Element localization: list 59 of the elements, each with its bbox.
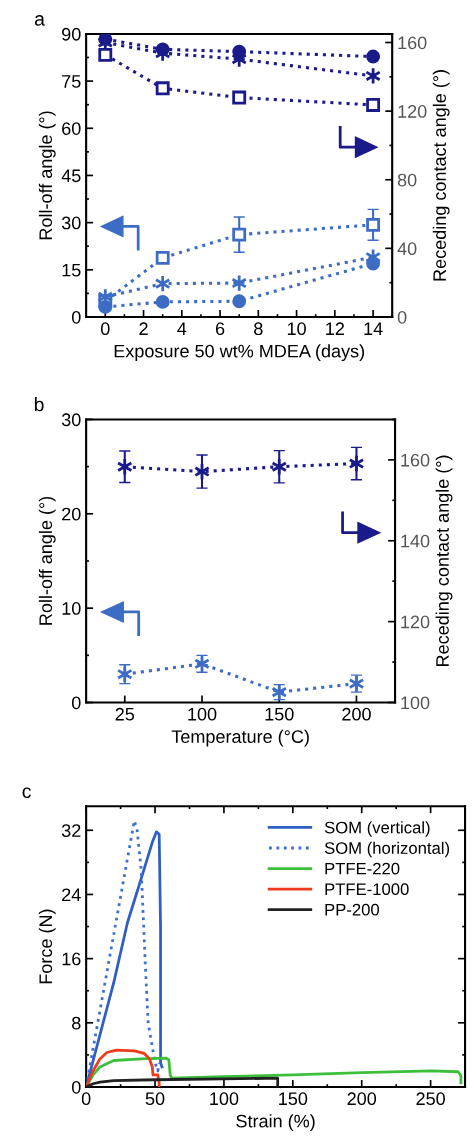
- legend-label: SOM (vertical): [324, 821, 430, 837]
- x-tick-label: 10: [287, 322, 306, 336]
- x-tick-label: 4: [177, 322, 187, 335]
- chart-title: c: [22, 787, 31, 799]
- y2-tick-label: 120: [398, 105, 427, 118]
- x-tick-label: 12: [326, 322, 344, 335]
- y-tick-label: 15: [62, 263, 81, 277]
- y2-tick-label: 160: [401, 453, 430, 467]
- y2-tick-label: 160: [398, 36, 427, 50]
- y2-tick-label: 120: [401, 615, 430, 629]
- y-tick-label: 10: [62, 602, 81, 615]
- x-tick-label: 150: [265, 707, 294, 721]
- y2-tick-label: 100: [401, 696, 430, 710]
- x-tick-label: 250: [416, 1092, 445, 1106]
- x-tick-label: 200: [342, 707, 371, 721]
- y-tick-label: 30: [61, 216, 81, 230]
- y2-tick-label: 0: [397, 310, 407, 324]
- y-tick-label: 0: [71, 310, 81, 324]
- y-tick-label: 8: [72, 1016, 81, 1030]
- x-axis-title: Strain (%): [236, 1114, 315, 1132]
- x-tick-label: 8: [254, 322, 263, 336]
- x-tick-label: 25: [115, 707, 135, 721]
- y-tick-label: 90: [62, 27, 81, 41]
- x-tick-label: 6: [215, 322, 225, 336]
- legend-label: PTFE-220: [325, 862, 400, 875]
- x-axis-title: Exposure 50 wt% MDEA (days): [114, 344, 365, 362]
- chart-title: a: [34, 15, 45, 26]
- y-axis-title: Roll-off angle (°): [38, 496, 56, 625]
- x-axis-title: Temperature (°C): [171, 729, 309, 747]
- y2-tick-label: 40: [397, 242, 417, 256]
- x-tick-label: 14: [364, 322, 383, 335]
- y-tick-label: 60: [62, 122, 81, 135]
- y-tick-label: 0: [71, 1080, 81, 1094]
- y-tick-label: 16: [62, 952, 81, 966]
- x-tick-label: 0: [100, 322, 110, 336]
- y-axis-title: Force (N): [38, 909, 56, 984]
- y2-axis-title: Receding contact angle (°): [435, 455, 453, 666]
- x-tick-label: 150: [279, 1092, 308, 1106]
- y-tick-label: 24: [62, 888, 81, 901]
- y-tick-label: 45: [61, 169, 81, 183]
- y-tick-label: 75: [62, 75, 81, 88]
- chart-title: b: [34, 397, 44, 412]
- y-axis-title: Roll-off angle (°): [38, 111, 56, 240]
- y-tick-label: 20: [62, 507, 81, 521]
- y-tick-label: 30: [61, 413, 81, 427]
- y2-tick-label: 80: [397, 173, 417, 187]
- x-tick-label: 200: [347, 1092, 377, 1106]
- x-tick-label: 0: [81, 1092, 91, 1106]
- legend-label: SOM (horizontal): [324, 841, 450, 858]
- x-tick-label: 100: [210, 1092, 239, 1106]
- y2-axis-title: Receding contact angle (°): [432, 70, 450, 281]
- x-tick-label: 2: [139, 322, 148, 335]
- y-tick-label: 0: [71, 696, 81, 710]
- x-tick-label: 50: [145, 1092, 165, 1106]
- legend-label: PTFE-1000: [325, 883, 409, 896]
- y-tick-label: 32: [61, 824, 81, 837]
- legend-label: PP-200: [325, 903, 380, 916]
- y2-tick-label: 140: [401, 534, 430, 548]
- x-tick-label: 100: [188, 707, 217, 721]
